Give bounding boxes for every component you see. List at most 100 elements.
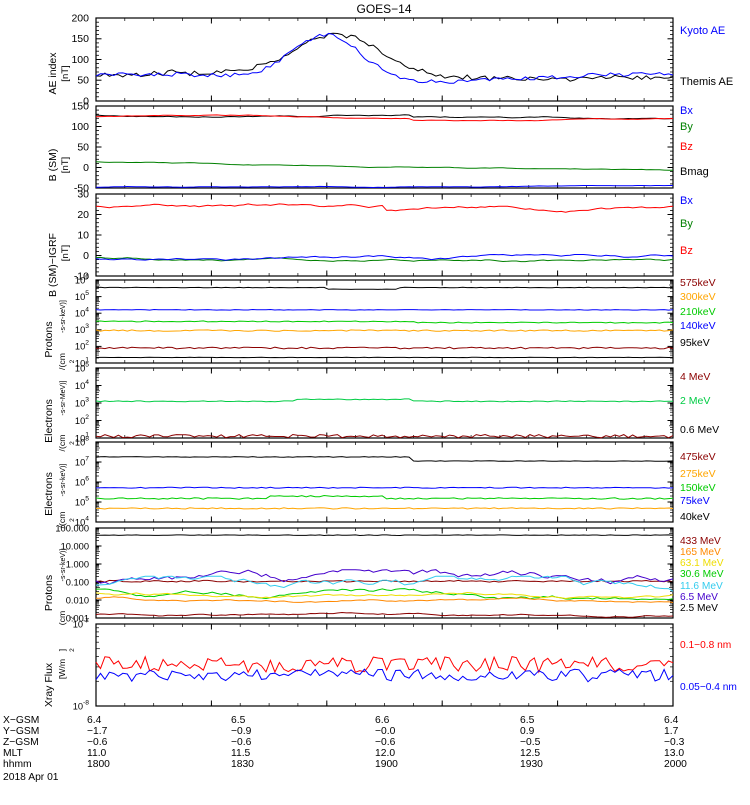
svg-text:2.5 MeV: 2.5 MeV (680, 603, 718, 614)
svg-text:Electrons: Electrons (43, 472, 55, 516)
svg-text:-s-sr-keV)]: -s-sr-keV)] (60, 300, 67, 333)
svg-text:40keV: 40keV (680, 511, 710, 523)
svg-text:6.4: 6.4 (664, 715, 679, 726)
svg-text:0: 0 (83, 250, 89, 262)
svg-text:6.4: 6.4 (87, 715, 102, 726)
svg-text:150keV: 150keV (680, 482, 716, 494)
svg-text:575keV: 575keV (680, 277, 716, 289)
svg-text:Protons: Protons (43, 321, 55, 357)
svg-text:−0.6: −0.6 (87, 737, 108, 748)
svg-text:Bx: Bx (680, 105, 693, 117)
svg-text:0: 0 (83, 162, 89, 174)
svg-text:-s-sr-MeV)]: -s-sr-MeV)] (60, 380, 67, 415)
svg-text:MLT: MLT (3, 748, 24, 759)
svg-text:1.000: 1.000 (66, 559, 89, 569)
svg-text:200: 200 (71, 12, 89, 24)
svg-text:20: 20 (77, 209, 89, 221)
svg-text:B (SM): B (SM) (47, 149, 59, 182)
svg-text:13.0: 13.0 (664, 748, 684, 759)
svg-text:30.6 MeV: 30.6 MeV (680, 569, 724, 580)
svg-text:−0.5: −0.5 (520, 737, 541, 748)
svg-text:Bz: Bz (680, 245, 693, 257)
svg-text:Kyoto AE: Kyoto AE (680, 25, 725, 37)
svg-text:(cm: (cm (57, 611, 67, 625)
svg-text:Bx: Bx (680, 195, 693, 207)
svg-text:6.5 MeV: 6.5 MeV (680, 592, 718, 603)
svg-text:11.0: 11.0 (87, 748, 107, 759)
svg-text:4 MeV: 4 MeV (680, 371, 710, 383)
svg-text:0.6 MeV: 0.6 MeV (680, 424, 719, 436)
svg-text:140keV: 140keV (680, 320, 716, 332)
svg-text:210keV: 210keV (680, 306, 716, 318)
svg-text:By: By (680, 121, 693, 133)
svg-text:12.0: 12.0 (375, 748, 395, 759)
svg-text:2: 2 (69, 518, 76, 522)
svg-text:1900: 1900 (375, 759, 398, 770)
svg-text:Y−GSM: Y−GSM (3, 726, 39, 737)
svg-text:Themis AE: Themis AE (680, 76, 733, 88)
svg-text:]: ] (57, 649, 67, 651)
svg-text:100: 100 (71, 121, 89, 133)
svg-text:Xray Flux: Xray Flux (43, 662, 55, 707)
svg-text:150: 150 (71, 100, 89, 112)
svg-text:−0.3: −0.3 (664, 737, 685, 748)
svg-text:AE index: AE index (47, 52, 59, 95)
svg-text:[nT]: [nT] (60, 157, 71, 173)
svg-text:6.5: 6.5 (231, 715, 246, 726)
svg-text:50: 50 (77, 141, 89, 153)
svg-text:165 MeV: 165 MeV (680, 547, 721, 558)
svg-text:300keV: 300keV (680, 291, 716, 303)
svg-text:1930: 1930 (520, 759, 543, 770)
svg-text:1.7: 1.7 (664, 726, 679, 737)
svg-text:2018 Apr 01: 2018 Apr 01 (3, 772, 59, 783)
svg-text:Electrons: Electrons (43, 399, 55, 443)
svg-text:-s-sr-keV)]: -s-sr-keV)] (60, 464, 67, 497)
svg-text:6.5: 6.5 (520, 715, 535, 726)
svg-text:hhmm: hhmm (3, 759, 32, 770)
svg-text:By: By (680, 218, 693, 230)
svg-text:100: 100 (71, 54, 89, 66)
svg-text:−0.0: −0.0 (375, 726, 396, 737)
svg-text:-s-sr-keV)]: -s-sr-keV)] (60, 549, 67, 582)
svg-text:1800: 1800 (87, 759, 110, 770)
svg-text:0.9: 0.9 (520, 726, 535, 737)
svg-text:10: 10 (77, 229, 89, 241)
svg-text:0.100: 0.100 (66, 577, 89, 587)
svg-text:2000: 2000 (664, 759, 687, 770)
svg-text:63.1 MeV: 63.1 MeV (680, 558, 724, 569)
svg-text:275keV: 275keV (680, 468, 716, 480)
svg-text:0.05−0.4 nm: 0.05−0.4 nm (680, 682, 737, 693)
svg-text:−0.6: −0.6 (375, 737, 396, 748)
svg-text:1830: 1830 (231, 759, 254, 770)
svg-text:−1.7: −1.7 (87, 726, 108, 737)
svg-text:2: 2 (69, 648, 76, 652)
svg-text:100.000: 100.000 (55, 523, 89, 533)
svg-text:11.5: 11.5 (231, 748, 251, 759)
svg-text:475keV: 475keV (680, 451, 716, 463)
svg-text:[W/m: [W/m (57, 659, 67, 679)
svg-text:75keV: 75keV (680, 495, 710, 507)
svg-text:[nT]: [nT] (60, 65, 71, 81)
svg-text:Z−GSM: Z−GSM (3, 737, 39, 748)
svg-text:GOES−14: GOES−14 (356, 2, 411, 16)
svg-text:X−GSM: X−GSM (3, 715, 39, 726)
svg-text:−0.6: −0.6 (231, 737, 252, 748)
svg-text:/(cm: /(cm (57, 353, 67, 370)
svg-text:[nT]: [nT] (60, 245, 71, 261)
svg-text:12.5: 12.5 (520, 748, 540, 759)
svg-text:50: 50 (77, 75, 89, 87)
svg-text:Bz: Bz (680, 141, 693, 153)
svg-text:/(cm: /(cm (57, 435, 67, 452)
svg-text:95keV: 95keV (680, 337, 710, 349)
svg-text:30: 30 (77, 188, 89, 200)
svg-text:11.6 MeV: 11.6 MeV (680, 581, 723, 592)
svg-text:433 MeV: 433 MeV (680, 536, 721, 547)
svg-text:6.6: 6.6 (375, 715, 390, 726)
svg-text:Protons: Protons (43, 575, 55, 611)
svg-text:B (SM)−IGRF: B (SM)−IGRF (47, 233, 59, 297)
svg-text:0.010: 0.010 (66, 595, 89, 605)
svg-text:150: 150 (71, 33, 89, 45)
svg-text:0.1−0.8 nm: 0.1−0.8 nm (680, 640, 731, 651)
svg-text:Bmag: Bmag (680, 166, 709, 178)
svg-text:2 MeV: 2 MeV (680, 395, 710, 407)
